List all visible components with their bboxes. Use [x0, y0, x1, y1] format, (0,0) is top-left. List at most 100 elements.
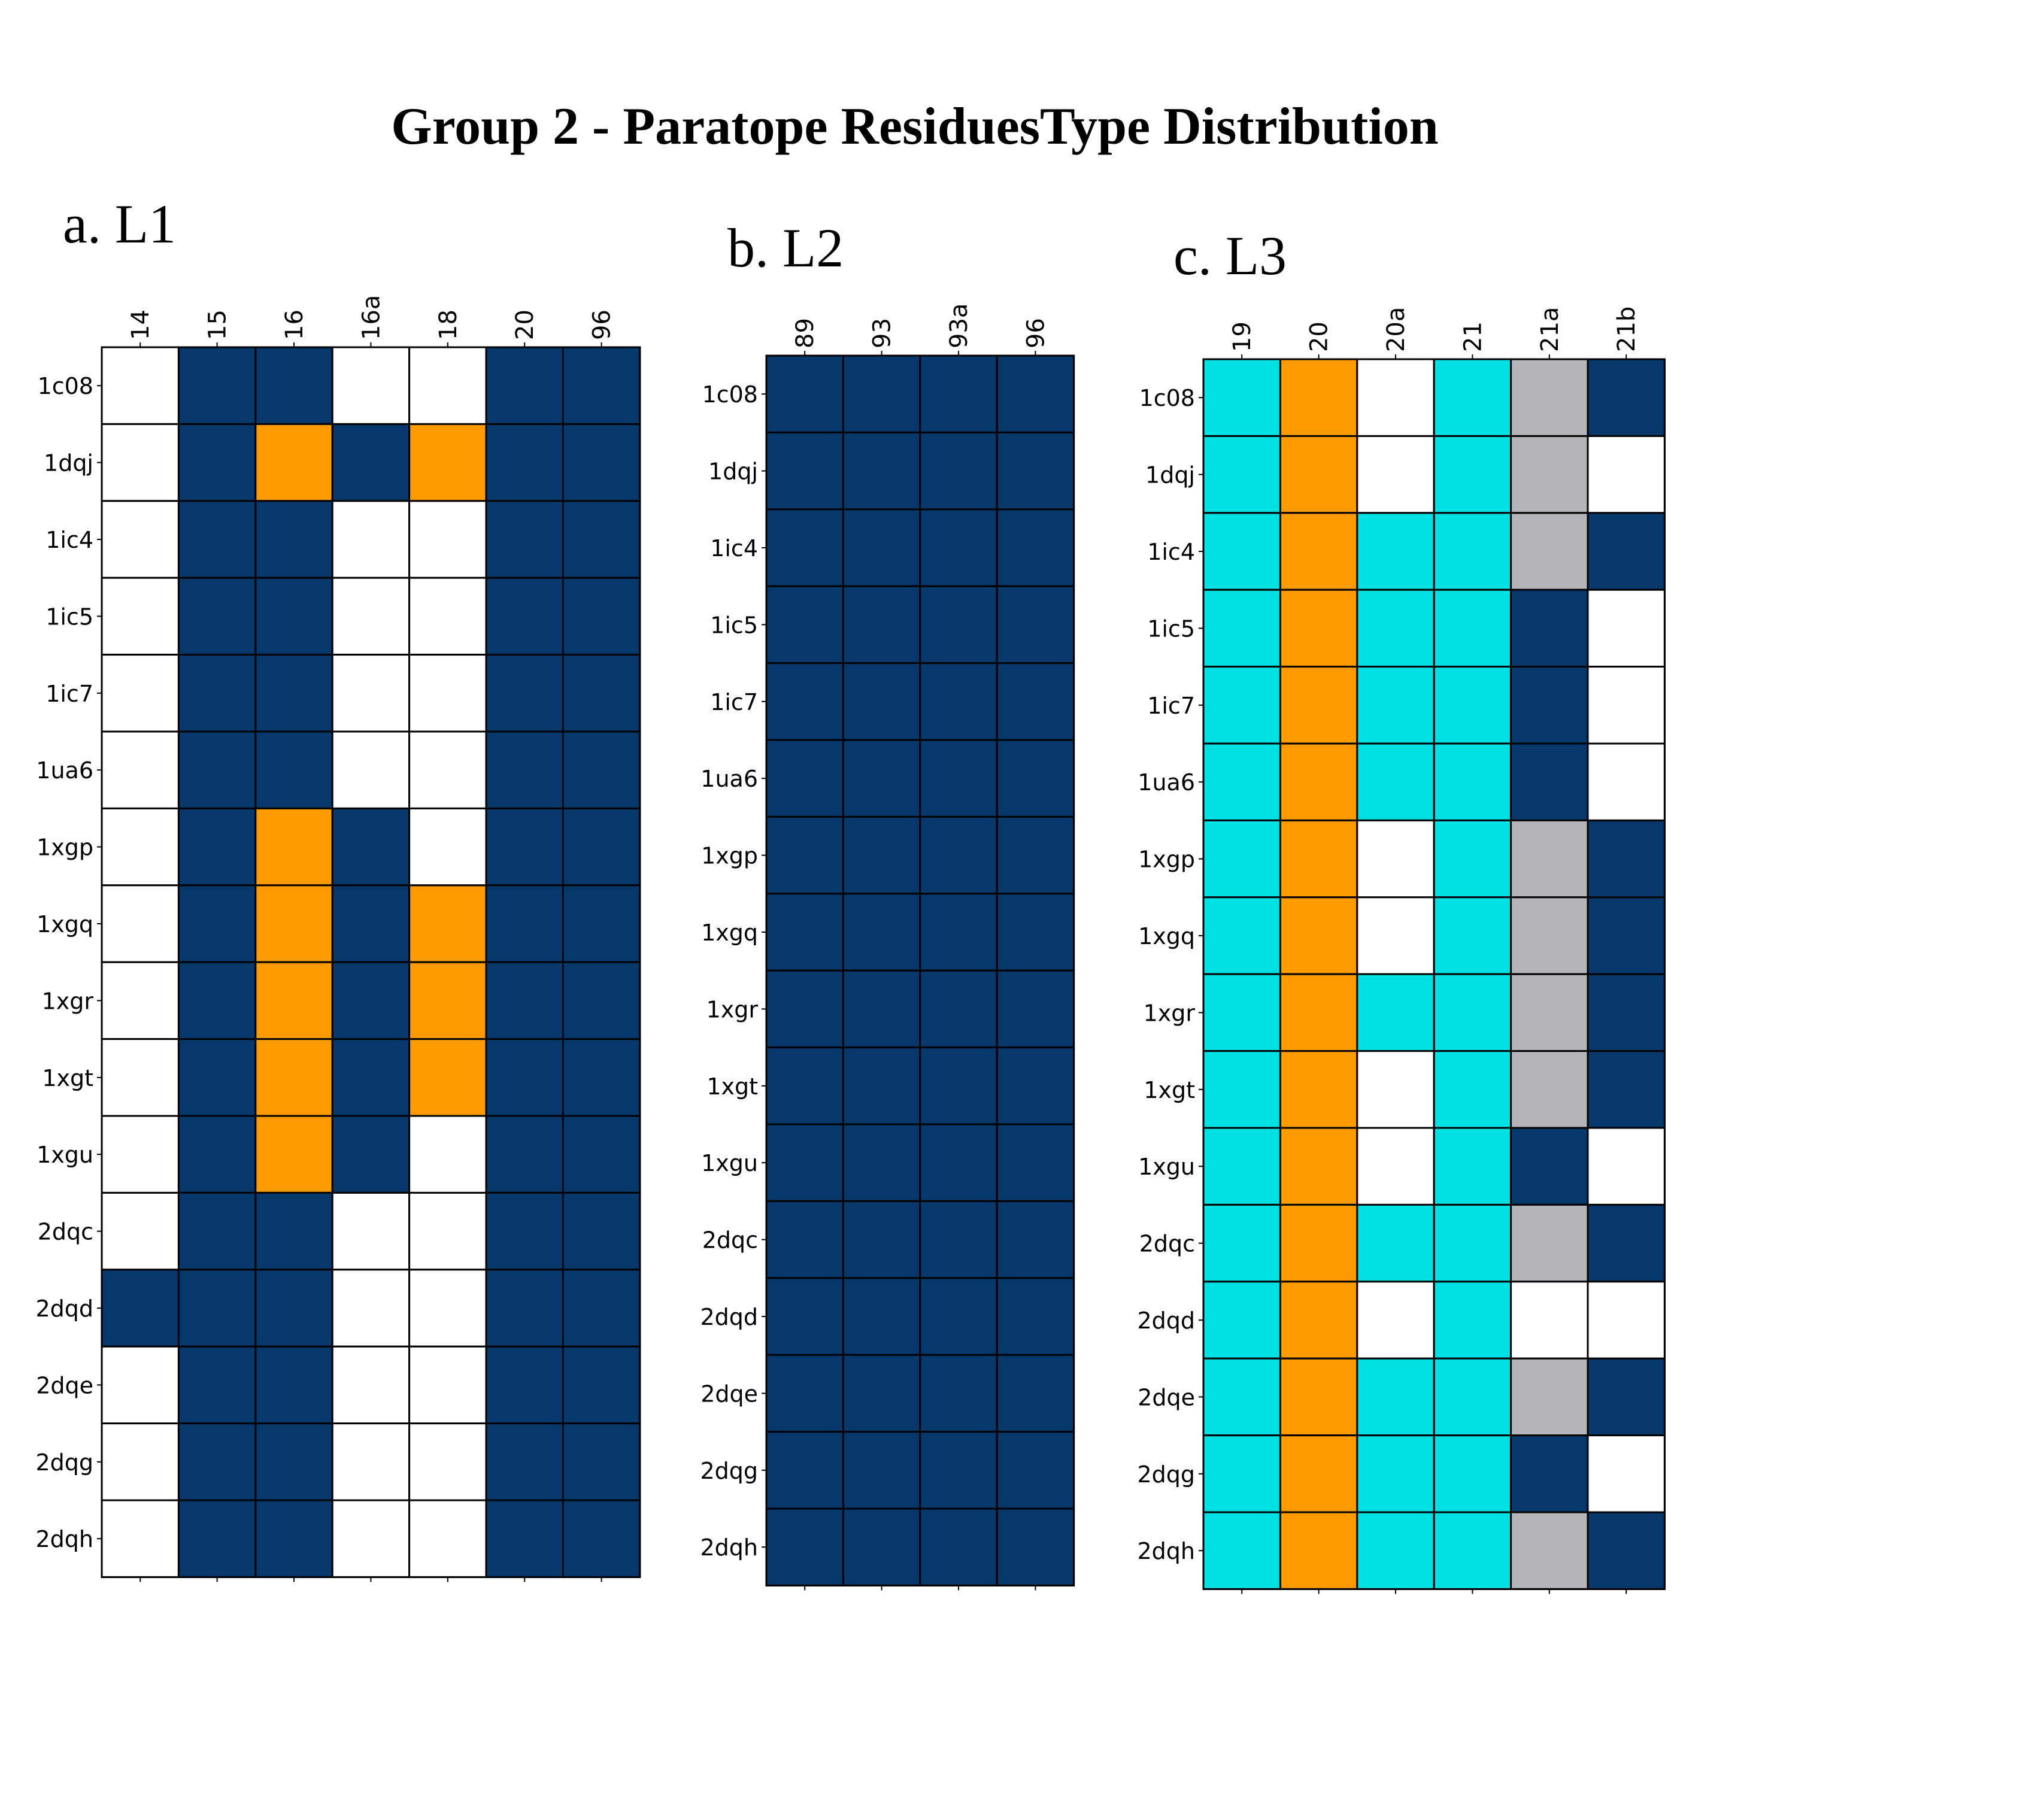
column-tick-label: 96 [589, 310, 616, 340]
row-tick-label: 1xgu [37, 1142, 93, 1168]
heatmap-cell [1433, 1434, 1512, 1513]
heatmap-cell [408, 961, 487, 1040]
heatmap-cell [1510, 1511, 1589, 1590]
heatmap-cell [765, 354, 844, 433]
heatmap-cell [919, 662, 998, 741]
row-tick-label: 1dqj [708, 459, 758, 485]
heatmap-cell [408, 500, 487, 579]
row-tick-label: 2dqg [35, 1449, 93, 1476]
heatmap-cell [842, 893, 921, 972]
heatmap-cell [1510, 588, 1589, 668]
column-tick-label: 21b [1613, 307, 1640, 352]
row-tick-label: 1xgt [706, 1073, 758, 1100]
panel-label: c. L3 [1173, 225, 1287, 286]
heatmap-cell [485, 500, 564, 579]
heatmap-cell [1202, 1203, 1281, 1283]
heatmap-cell [842, 662, 921, 741]
heatmap-cell [1356, 819, 1435, 899]
heatmap-cell [408, 1115, 487, 1194]
row-tick-label: 2dqe [1138, 1384, 1195, 1410]
heatmap-cell [254, 1038, 333, 1117]
heatmap-cell [485, 807, 564, 887]
row-tick-label: 2dqe [36, 1372, 93, 1398]
heatmap-cell [765, 1200, 844, 1279]
heatmap-cell [408, 1345, 487, 1425]
heatmap-cell [996, 354, 1075, 433]
heatmap-cell [485, 961, 564, 1040]
row-tick-label: 2dqe [700, 1381, 758, 1407]
heatmap-cell [996, 1277, 1075, 1356]
row-tick-label: 1ua6 [36, 757, 93, 784]
heatmap-cell [842, 431, 921, 511]
heatmap-cell [1202, 896, 1281, 975]
row-tick-label: 1xgr [1144, 1000, 1196, 1026]
heatmap-cell [1356, 896, 1435, 975]
heatmap-cell [101, 577, 180, 656]
row-tick-label: 2dqg [1137, 1461, 1195, 1488]
heatmap-cell [842, 1354, 921, 1433]
heatmap-cell [331, 1038, 411, 1117]
heatmap-panel-3: c. L3 19 20 20a 21 21a 21b 1c08 1dqj 1ic4 1ic5 1ic7… [1137, 225, 1666, 1594]
column-tick-label: 93 [869, 318, 896, 348]
row-tick-label: 1ic4 [1147, 539, 1195, 565]
heatmap-cell [842, 508, 921, 587]
heatmap-cell [1433, 973, 1512, 1052]
heatmap-cell [562, 654, 641, 733]
row-tick-label: 1dqj [1145, 462, 1195, 489]
heatmap-cell [408, 577, 487, 656]
heatmap-cell [331, 1422, 411, 1501]
heatmap-cell [331, 1499, 411, 1578]
heatmap-cell [1587, 1357, 1666, 1437]
heatmap-cell [1279, 1203, 1358, 1283]
heatmap-cell [1202, 666, 1281, 745]
heatmap-cell [562, 1499, 641, 1578]
heatmap-cell [1587, 1434, 1666, 1513]
row-tick-label: 1xgp [37, 835, 93, 861]
heatmap-cell [1587, 1127, 1666, 1206]
heatmap-cell [177, 423, 257, 502]
row-tick-label: 2dqd [35, 1296, 93, 1322]
heatmap-cell [1279, 742, 1358, 821]
heatmap-cell [562, 1115, 641, 1194]
heatmap-cell [254, 500, 333, 579]
heatmap-cell [1433, 819, 1512, 899]
heatmap-cell [1587, 896, 1666, 975]
row-tick-label: 2dqc [38, 1219, 93, 1245]
heatmap-cell [562, 1191, 641, 1271]
heatmap-cell [1510, 1281, 1589, 1360]
heatmap-cell [331, 577, 411, 656]
heatmap-cell [842, 969, 921, 1049]
heatmap-cell [919, 508, 998, 587]
heatmap-cell [254, 577, 333, 656]
heatmap-cell [1510, 1357, 1589, 1437]
row-tick-label: 1ic5 [46, 603, 93, 630]
heatmap-cell [842, 1046, 921, 1125]
heatmap-cell [919, 354, 998, 433]
row-tick-label: 1c08 [1139, 385, 1195, 411]
heatmap-cell [177, 807, 257, 887]
heatmap-cell [1202, 742, 1281, 821]
heatmap-cell [1202, 1357, 1281, 1437]
heatmap-cell [1279, 358, 1358, 437]
heatmap-cell [485, 1499, 564, 1578]
heatmap-cell [408, 1422, 487, 1501]
column-tick-label: 89 [791, 318, 819, 348]
heatmap-cell [101, 346, 180, 425]
row-tick-label: 1xgq [701, 920, 758, 946]
column-tick-label: 15 [204, 310, 232, 340]
row-tick-label: 1ic7 [1147, 693, 1195, 719]
row-tick-label: 1xgq [1138, 923, 1195, 949]
heatmap-cell [408, 884, 487, 963]
heatmap-cell [919, 585, 998, 665]
heatmap-cell [1433, 1203, 1512, 1283]
heatmap-cell [1433, 512, 1512, 591]
heatmap-cell [1433, 1357, 1512, 1437]
heatmap-cell [562, 1345, 641, 1425]
heatmap-cell [1433, 1511, 1512, 1590]
heatmap-cell [1510, 1203, 1589, 1283]
heatmap-cell [1433, 1281, 1512, 1360]
row-tick-label: 2dqh [700, 1534, 758, 1561]
heatmap-cell [1356, 1050, 1435, 1129]
heatmap-cell [1202, 358, 1281, 437]
heatmap-cell [1202, 512, 1281, 591]
